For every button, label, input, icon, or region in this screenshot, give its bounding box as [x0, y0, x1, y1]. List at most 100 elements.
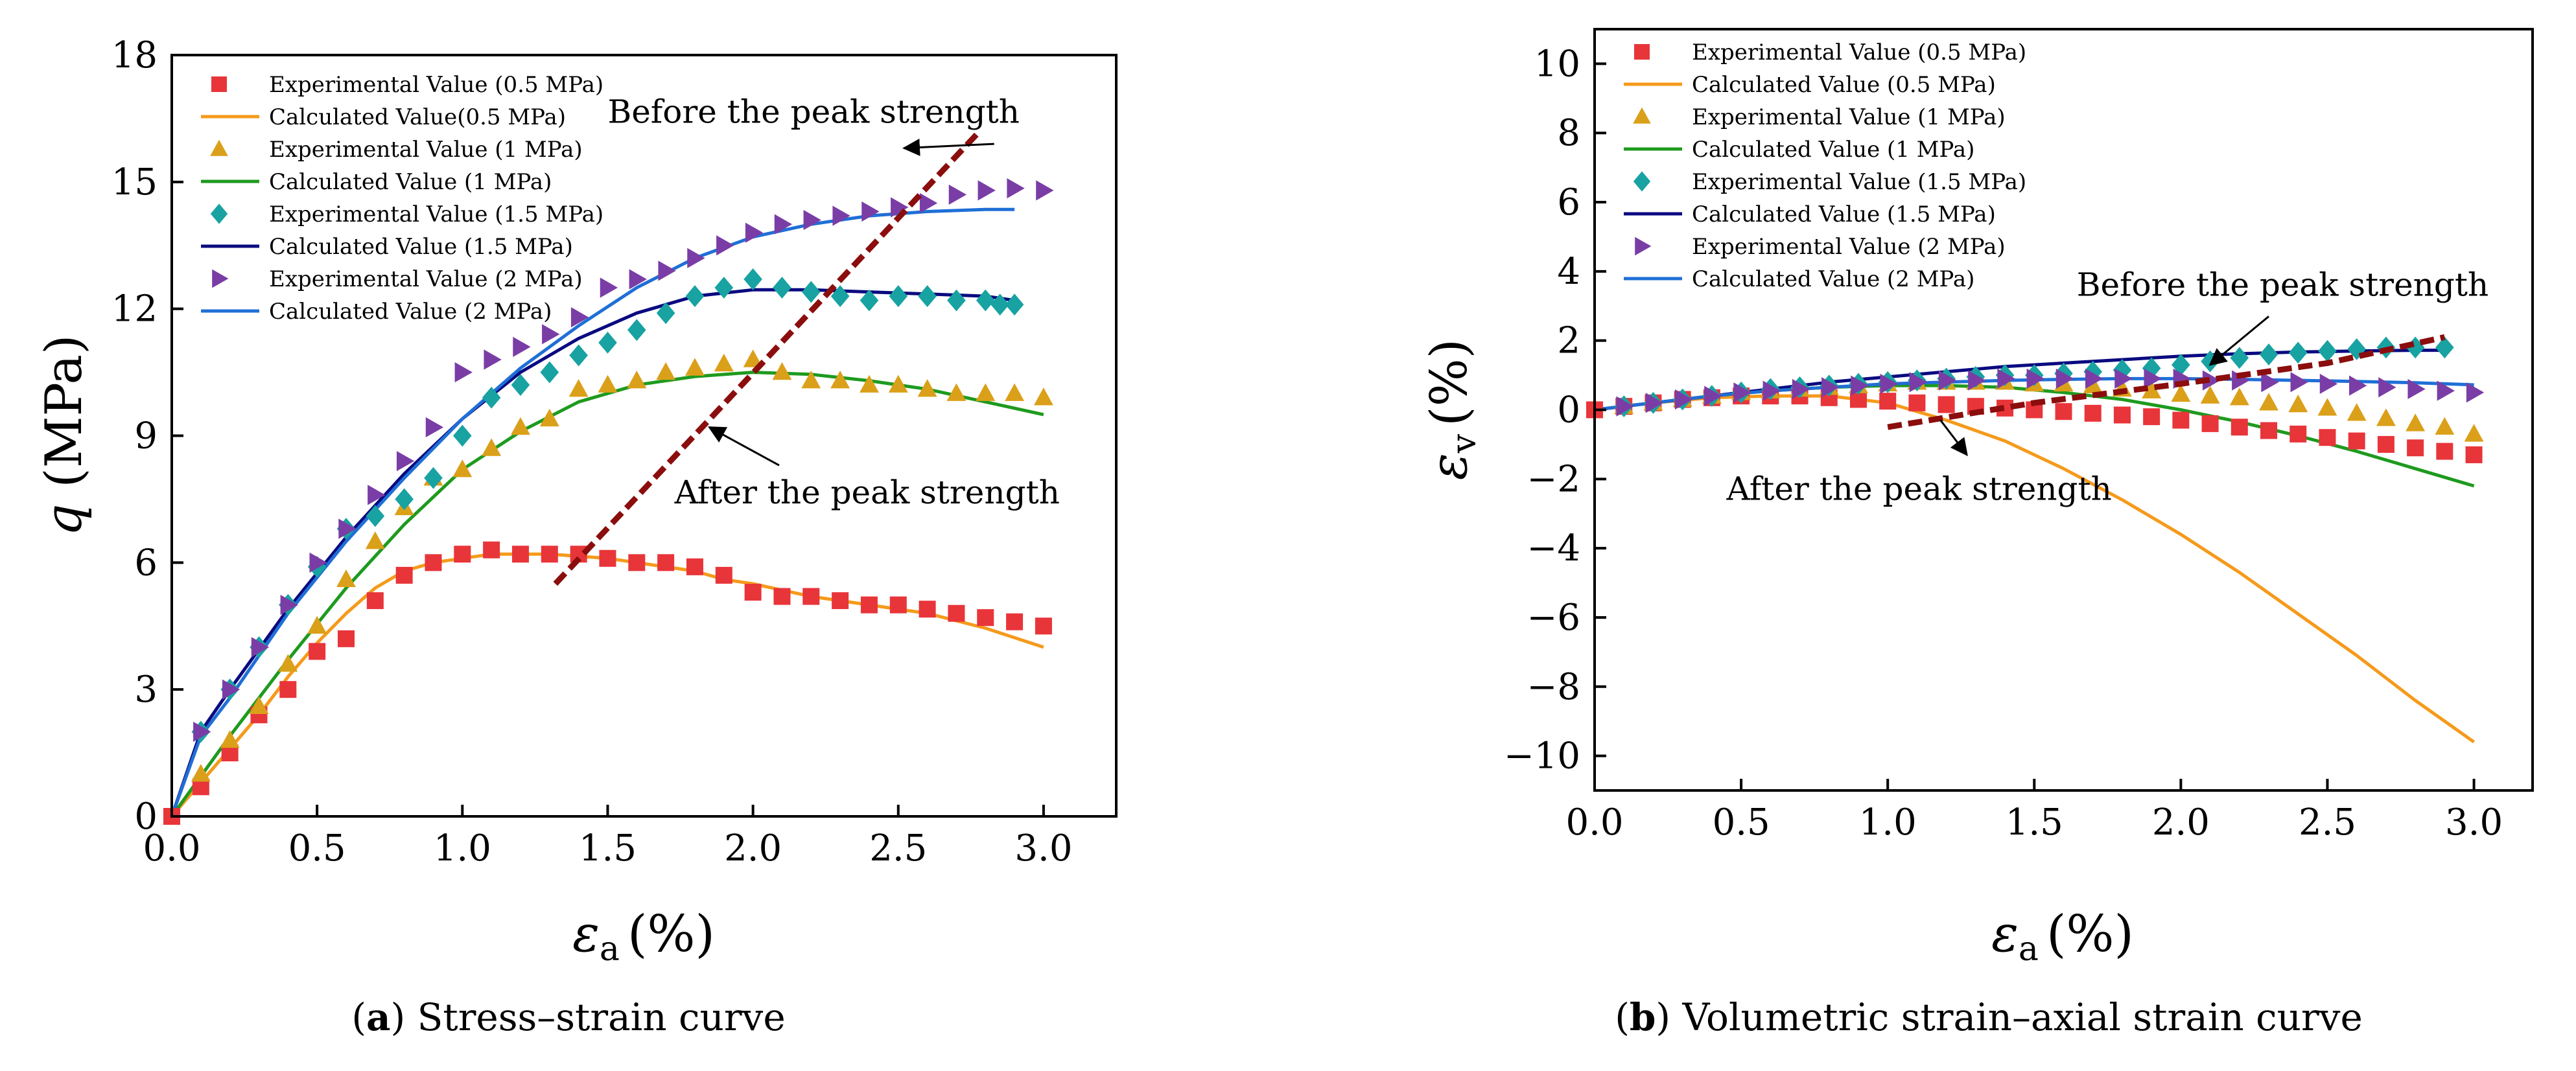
data-point	[715, 566, 732, 584]
panel-a-annotations: Before the peak strength After the peak s…	[607, 93, 1059, 511]
data-point	[685, 358, 705, 376]
y-tick-label: 8	[1557, 112, 1580, 154]
data-point	[600, 277, 618, 298]
legend-swatch	[211, 76, 227, 92]
data-point	[2319, 429, 2336, 446]
legend-entry: Calculated Value (2 MPa)	[1624, 266, 1974, 292]
legend-entry: Calculated Value (1.5 MPa)	[201, 234, 573, 260]
data-point	[978, 180, 996, 201]
data-point	[628, 554, 646, 571]
legend-entry: Experimental Value (1.5 MPa)	[1633, 169, 2026, 195]
data-point	[1645, 393, 1664, 413]
y-tick-label: −2	[1527, 458, 1580, 500]
data-point	[2435, 417, 2455, 435]
data-point	[2259, 393, 2278, 411]
data-point	[714, 277, 734, 299]
data-point	[2290, 372, 2308, 393]
legend-label: Calculated Value (2 MPa)	[269, 299, 552, 325]
data-point	[917, 379, 937, 397]
data-point	[2378, 377, 2396, 398]
x-tick-label: 1.5	[579, 827, 637, 869]
panel-a: Experimental Value (0.5 MPa) Calculated V…	[35, 34, 1118, 1039]
data-point	[2202, 370, 2221, 391]
data-point	[309, 643, 326, 660]
data-point	[772, 362, 792, 380]
panel-b-marks	[1586, 334, 2485, 744]
data-point	[570, 307, 589, 328]
data-point	[1821, 377, 1840, 398]
legend-entry: Experimental Value (1.5 MPa)	[210, 202, 603, 227]
legend-entry: Calculated Value (1.5 MPa)	[1624, 202, 1996, 227]
data-point	[2317, 398, 2337, 416]
legend-label: Experimental Value (1.5 MPa)	[269, 202, 603, 227]
data-point	[1733, 382, 1751, 403]
y-tick-label: 0	[134, 796, 158, 838]
data-point	[948, 605, 965, 622]
legend-swatch	[210, 203, 228, 224]
data-point	[2376, 408, 2396, 426]
data-point	[454, 546, 471, 563]
y-tick-label: −8	[1527, 666, 1580, 708]
legend-label: Calculated Value (1.5 MPa)	[1692, 202, 1996, 227]
panel-b-annotations: Before the peak strength After the peak s…	[1726, 266, 2488, 507]
data-point	[222, 679, 240, 700]
legend-label: Experimental Value (1 MPa)	[1692, 104, 2006, 130]
y-tick-label: 2	[1557, 320, 1580, 362]
data-point	[948, 184, 967, 205]
data-point	[482, 386, 501, 409]
data-point	[307, 616, 327, 634]
data-point	[366, 505, 385, 527]
data-point	[191, 764, 211, 782]
peak-strength-guide	[1887, 334, 2446, 430]
data-point	[2289, 425, 2307, 443]
data-point	[2407, 439, 2424, 457]
peak-strength-guide	[553, 129, 982, 586]
data-point	[280, 595, 298, 616]
before-peak-annotation: Before the peak strength	[2077, 266, 2488, 303]
data-point	[1005, 383, 1025, 401]
x-tick-label: 0.5	[1713, 801, 1770, 844]
panel-a-x-axis-title: εa (%)	[572, 905, 715, 969]
data-point	[395, 566, 413, 584]
legend-swatch	[1633, 107, 1651, 124]
data-point	[919, 601, 936, 618]
legend-label: Calculated Value (2 MPa)	[1692, 266, 1974, 292]
series-line	[170, 207, 1015, 817]
data-point	[2026, 368, 2044, 389]
data-point	[1006, 613, 1024, 630]
data-point	[990, 294, 1009, 316]
data-point	[2348, 375, 2367, 396]
before-peak-annotation: Before the peak strength	[607, 93, 1019, 130]
panel-b-caption: (b) Volumetric strain–axial strain curve	[1615, 995, 2363, 1039]
data-point	[511, 546, 529, 563]
panel-b-x-axis-title: εa (%)	[1991, 905, 2134, 969]
data-point	[947, 289, 966, 312]
legend-swatch	[212, 269, 229, 288]
data-point	[2232, 370, 2250, 391]
data-point	[1007, 178, 1025, 199]
data-point	[686, 558, 703, 575]
data-point	[977, 609, 994, 627]
data-point	[193, 721, 211, 743]
data-point	[513, 336, 531, 358]
data-point	[627, 319, 646, 341]
data-point	[1997, 368, 2015, 389]
data-point	[1674, 389, 1693, 410]
data-point	[453, 424, 472, 447]
x-tick-label: 0.0	[1565, 801, 1623, 844]
legend-label: Experimental Value (2 MPa)	[1692, 234, 2006, 260]
legend-label: Calculated Value (1.5 MPa)	[269, 234, 573, 260]
data-point	[1762, 380, 1781, 401]
data-point	[336, 569, 356, 588]
data-point	[687, 248, 705, 268]
data-point	[278, 654, 298, 672]
data-point	[859, 374, 879, 393]
y-tick-label: 4	[1557, 251, 1580, 293]
x-tick-label: 0.0	[143, 827, 200, 869]
data-point	[2260, 422, 2278, 439]
x-tick-label: 2.5	[869, 827, 927, 869]
data-point	[860, 596, 878, 614]
data-point	[2201, 415, 2219, 432]
data-point	[2172, 411, 2190, 429]
data-point	[484, 349, 502, 370]
